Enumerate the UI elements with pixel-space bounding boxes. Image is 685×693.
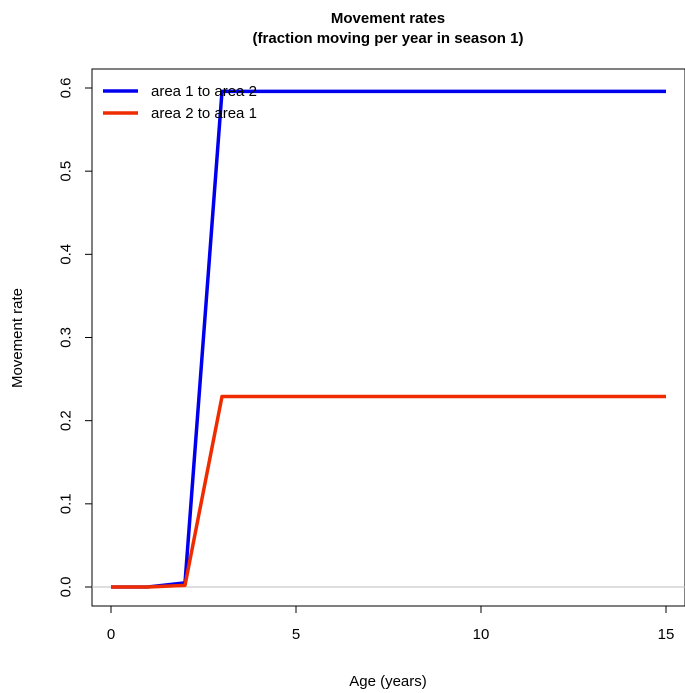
y-tick-label: 0.5 [57,161,74,182]
x-axis: 0 5 10 15 [107,605,675,643]
x-tick-label: 15 [658,626,675,643]
x-tick-label: 5 [292,626,300,643]
chart-title: Movement rates [331,10,445,27]
x-tick-label: 10 [473,626,490,643]
series-layer [111,89,666,589]
legend: area 1 to area 2 area 2 to area 1 [103,83,257,122]
plot-area-border [91,68,685,607]
series-line-1 [111,89,666,589]
y-tick-label: 0.1 [57,493,74,514]
chart-subtitle: (fraction moving per year in season 1) [253,30,524,47]
y-axis: 0.0 0.1 0.2 0.3 0.4 0.5 0.6 [57,78,93,598]
legend-label-2: area 2 to area 1 [151,105,257,122]
y-tick-label: 0.2 [57,410,74,431]
y-tick-label: 0.3 [57,327,74,348]
y-tick-label: 0.4 [57,244,74,265]
x-axis-label: Age (years) [349,673,427,690]
y-tick-label: 0.0 [57,577,74,598]
y-axis-label: Movement rate [9,288,26,388]
legend-label-1: area 1 to area 2 [151,83,257,100]
series-line-2 [111,394,666,589]
x-tick-label: 0 [107,626,115,643]
y-tick-label: 0.6 [57,78,74,99]
